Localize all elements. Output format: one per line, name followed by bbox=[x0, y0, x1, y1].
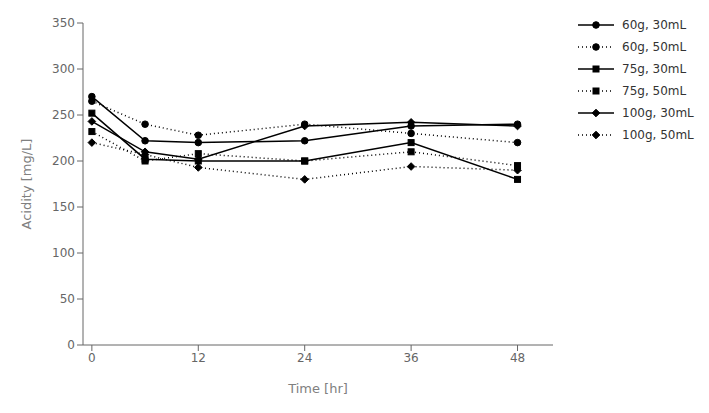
svg-text:12: 12 bbox=[191, 351, 206, 365]
svg-text:50: 50 bbox=[60, 292, 75, 306]
html-text:60g, 50mL: 60g, 50mL bbox=[622, 40, 687, 54]
html-text:60g, 30mL: 60g, 30mL bbox=[622, 18, 687, 32]
html-text:100g, 50mL: 100g, 50mL bbox=[622, 128, 694, 142]
svg-text:0: 0 bbox=[88, 351, 96, 365]
svg-text:36: 36 bbox=[403, 351, 418, 365]
svg-text:48: 48 bbox=[510, 351, 525, 365]
svg-text:Time [hr]: Time [hr] bbox=[287, 381, 348, 396]
html-text:75g, 30mL: 75g, 30mL bbox=[622, 62, 687, 76]
svg-text:150: 150 bbox=[52, 200, 75, 214]
svg-text:350: 350 bbox=[52, 16, 75, 30]
svg-text:250: 250 bbox=[52, 108, 75, 122]
html-text:75g, 50mL: 75g, 50mL bbox=[622, 84, 687, 98]
svg-text:200: 200 bbox=[52, 154, 75, 168]
svg-text:100: 100 bbox=[52, 246, 75, 260]
svg-text:24: 24 bbox=[297, 351, 312, 365]
svg-text:Acidity [mg/L]: Acidity [mg/L] bbox=[19, 139, 34, 230]
html-text:100g, 30mL: 100g, 30mL bbox=[622, 106, 694, 120]
svg-text:0: 0 bbox=[67, 338, 75, 352]
svg-text:300: 300 bbox=[52, 62, 75, 76]
